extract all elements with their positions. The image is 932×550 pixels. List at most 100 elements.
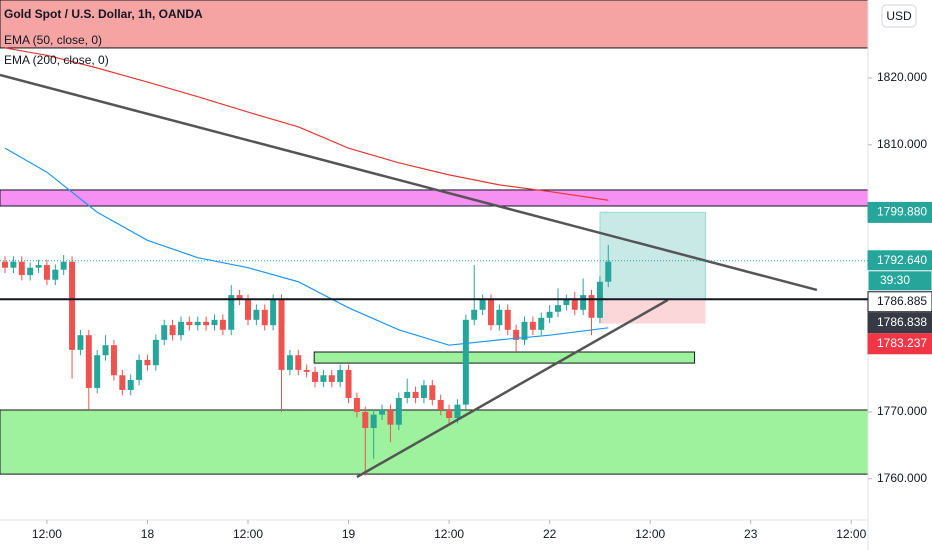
candle-body (312, 371, 319, 382)
candle-body (245, 299, 251, 320)
candle-body (152, 339, 159, 366)
candle-body (462, 319, 469, 405)
currency-button[interactable] (881, 4, 917, 28)
ema-line (4, 47, 609, 201)
candle-body (219, 319, 226, 330)
candle-body (337, 369, 344, 382)
price-tag (867, 201, 932, 223)
candle-body (27, 267, 34, 276)
candle-body (353, 397, 360, 412)
candle-body (278, 299, 285, 370)
position-stop (599, 299, 706, 324)
price-tag (867, 291, 932, 313)
x-tick-label: 12:00 (434, 527, 464, 541)
x-tick-label: 22 (543, 527, 557, 541)
candle-body (412, 391, 419, 398)
candle-body (253, 309, 260, 320)
candle-body (387, 409, 394, 425)
candle-body (328, 375, 335, 382)
candle-body (77, 335, 84, 350)
trend-line (0, 73, 818, 292)
candle-body (320, 375, 327, 382)
zone (0, 189, 869, 207)
x-tick-label: 12:00 (233, 527, 263, 541)
candle-body (362, 411, 369, 429)
candle-body (211, 319, 218, 326)
candle-body (203, 321, 210, 326)
candle-body (395, 397, 402, 425)
candle-body (487, 299, 494, 326)
candle-body (529, 321, 536, 330)
candle-body (571, 299, 578, 310)
candle-body (496, 309, 503, 326)
x-tick-label: 18 (141, 527, 155, 541)
candle-body (546, 311, 553, 318)
candle-body (370, 414, 377, 429)
candle-body (228, 295, 235, 330)
candle-body (345, 369, 352, 398)
candle-body (144, 359, 151, 366)
candle-body (504, 309, 511, 330)
candle-body (35, 265, 42, 268)
candle-body (43, 265, 50, 280)
candle-body (454, 404, 461, 419)
price-tag-label: 1783.237 (877, 336, 927, 350)
candle-body (69, 261, 76, 350)
ema-line (4, 147, 609, 346)
candle-body (127, 379, 134, 390)
candle-body (538, 317, 545, 330)
candle-body (437, 399, 444, 410)
trend-line (356, 298, 669, 479)
price-tag-label: 1792.640 (877, 253, 927, 267)
candle-body (169, 325, 176, 336)
price-tag (867, 312, 932, 334)
candle-body (110, 345, 117, 376)
countdown-tag (867, 270, 932, 292)
candle-body (52, 269, 59, 280)
price-tag-label: 1786.885 (877, 294, 927, 308)
x-tick-label: 12:00 (836, 527, 866, 541)
candle-body (471, 309, 478, 320)
y-tick-label: 1810.000 (877, 137, 927, 151)
price-tag-label: 1799.880 (877, 205, 927, 219)
candle-body (605, 261, 612, 282)
candle-body (94, 355, 101, 388)
price-tag (867, 333, 932, 355)
zone (0, 409, 869, 475)
candle-body (261, 309, 268, 326)
candle-body (161, 325, 168, 340)
candle-body (102, 345, 109, 356)
y-tick-label: 1820.000 (877, 70, 927, 84)
candle-body (177, 321, 184, 336)
candle-body (236, 295, 243, 300)
candle-body (580, 295, 587, 310)
candle-body (286, 355, 293, 370)
x-tick-label: 12:00 (32, 527, 62, 541)
box (313, 351, 696, 364)
candle-body (446, 409, 453, 419)
x-tick-label: 23 (744, 527, 758, 541)
candle-body (420, 385, 427, 398)
currency-label[interactable]: USD (886, 9, 912, 23)
candle-body (18, 261, 25, 276)
x-tick-label: 19 (342, 527, 356, 541)
candle-body (555, 305, 561, 312)
y-tick-label: 1770.000 (877, 404, 927, 418)
candle-body (194, 321, 201, 326)
candle-body (2, 261, 9, 268)
candle-body (186, 321, 193, 326)
candle-body (521, 321, 528, 340)
candle-body (119, 375, 126, 390)
candle-body (429, 385, 436, 400)
candle-body (295, 355, 302, 370)
y-tick-label: 1760.000 (877, 471, 927, 485)
x-tick-label: 12:00 (635, 527, 665, 541)
price-tag-label: 1786.838 (877, 315, 927, 329)
candle-body (10, 261, 17, 268)
legend-entry: EMA (50, close, 0) (4, 33, 102, 47)
candle-body (60, 261, 67, 270)
candle-body (404, 391, 411, 398)
candle-body (588, 295, 595, 318)
candle-body (379, 409, 386, 415)
